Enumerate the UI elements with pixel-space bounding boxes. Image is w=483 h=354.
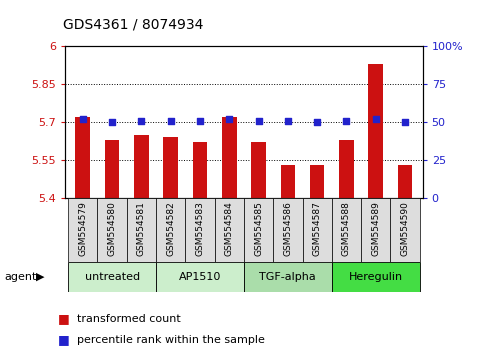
Bar <box>310 165 325 198</box>
Text: GSM554588: GSM554588 <box>342 201 351 256</box>
Point <box>167 118 174 124</box>
Bar <box>156 262 244 292</box>
Point <box>313 119 321 125</box>
Bar <box>185 198 214 262</box>
Text: AP1510: AP1510 <box>179 272 221 282</box>
Text: GSM554584: GSM554584 <box>225 201 234 256</box>
Bar <box>127 198 156 262</box>
Text: untreated: untreated <box>85 272 140 282</box>
Bar <box>98 198 127 262</box>
Bar <box>390 198 420 262</box>
Bar <box>163 137 178 198</box>
Bar <box>156 198 185 262</box>
Text: GSM554583: GSM554583 <box>196 201 204 256</box>
Text: ▶: ▶ <box>36 272 45 282</box>
Point <box>372 116 380 122</box>
Text: GSM554581: GSM554581 <box>137 201 146 256</box>
Text: ■: ■ <box>58 312 70 325</box>
Bar <box>302 198 332 262</box>
Bar <box>251 142 266 198</box>
Bar <box>193 142 207 198</box>
Bar <box>105 140 119 198</box>
Text: Heregulin: Heregulin <box>349 272 403 282</box>
Bar <box>339 140 354 198</box>
Text: GSM554587: GSM554587 <box>313 201 322 256</box>
Text: TGF-alpha: TGF-alpha <box>259 272 316 282</box>
Text: GSM554586: GSM554586 <box>284 201 292 256</box>
Text: GSM554580: GSM554580 <box>108 201 116 256</box>
Point <box>401 119 409 125</box>
Point <box>255 118 262 124</box>
Text: GSM554590: GSM554590 <box>400 201 410 256</box>
Text: GDS4361 / 8074934: GDS4361 / 8074934 <box>63 18 203 32</box>
Bar <box>361 198 390 262</box>
Point <box>284 118 292 124</box>
Text: agent: agent <box>5 272 37 282</box>
Text: percentile rank within the sample: percentile rank within the sample <box>77 335 265 345</box>
Point <box>226 116 233 122</box>
Bar <box>75 117 90 198</box>
Bar <box>68 198 98 262</box>
Bar <box>281 165 295 198</box>
Bar <box>68 262 156 292</box>
Text: transformed count: transformed count <box>77 314 181 324</box>
Bar <box>244 262 332 292</box>
Point <box>342 118 350 124</box>
Text: GSM554589: GSM554589 <box>371 201 380 256</box>
Text: GSM554585: GSM554585 <box>254 201 263 256</box>
Bar <box>214 198 244 262</box>
Bar <box>332 198 361 262</box>
Bar <box>398 165 412 198</box>
Bar <box>134 135 149 198</box>
Bar <box>273 198 302 262</box>
Point <box>138 118 145 124</box>
Bar <box>222 117 237 198</box>
Text: GSM554582: GSM554582 <box>166 201 175 256</box>
Bar <box>332 262 420 292</box>
Point <box>196 118 204 124</box>
Bar <box>369 64 383 198</box>
Bar <box>244 198 273 262</box>
Point <box>108 119 116 125</box>
Text: ■: ■ <box>58 333 70 346</box>
Point <box>79 116 86 122</box>
Text: GSM554579: GSM554579 <box>78 201 87 256</box>
